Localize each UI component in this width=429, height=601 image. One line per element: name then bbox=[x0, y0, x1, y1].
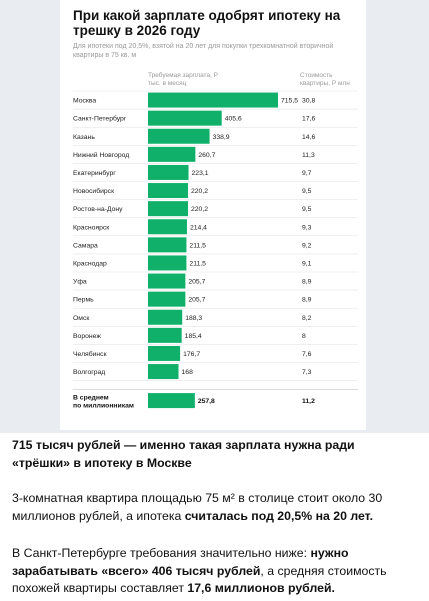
article-paragraph-1: 3-комнатная квартира площадью 75 м² в ст… bbox=[12, 490, 422, 525]
category-label: Волгоград bbox=[73, 369, 105, 376]
bar bbox=[148, 309, 183, 325]
bar bbox=[148, 201, 189, 217]
bar-value-label: 205,7 bbox=[188, 279, 205, 286]
price-label: 7,6 bbox=[302, 351, 312, 358]
bar bbox=[148, 110, 222, 126]
p2-line-2: зарабатывать «всего» 406 тысяч рублей, а… bbox=[12, 563, 422, 581]
price-column-header: Стоимость квартиры, Р млн bbox=[300, 72, 350, 87]
bar bbox=[148, 273, 186, 289]
average-label: по миллионникам bbox=[73, 403, 134, 410]
price-label: 8 bbox=[302, 333, 306, 340]
average-label: В среднем bbox=[73, 395, 109, 402]
bar-value-label: 260,7 bbox=[198, 152, 215, 159]
p1-line-2-text: миллионов рублей, а ипотека bbox=[12, 508, 185, 523]
p2-line-3-bold: 17,6 миллионов рублей. bbox=[187, 581, 335, 595]
p2-line-1-bold: нужно bbox=[310, 546, 349, 560]
article-paragraph-2: В Санкт-Петербурге требования значительн… bbox=[12, 545, 422, 598]
bar-value-label: 220,2 bbox=[191, 188, 208, 195]
category-label: Уфа bbox=[73, 279, 87, 286]
price-label: 9,3 bbox=[302, 224, 312, 231]
bar-value-label: 214,4 bbox=[190, 224, 207, 231]
article-headline: 715 тысяч рублей — именно такая зарплата… bbox=[12, 437, 422, 472]
price-label: 14,6 bbox=[302, 134, 315, 141]
p1-line-2: миллионов рублей, а ипотека считалась по… bbox=[12, 508, 422, 526]
bar bbox=[148, 164, 189, 180]
bar-value-label: 715,5 bbox=[281, 98, 298, 105]
price-label: 8,9 bbox=[302, 279, 312, 286]
bar-value-label: 220,2 bbox=[191, 206, 208, 213]
price-label: 8,9 bbox=[302, 297, 312, 304]
category-label: Краснодар bbox=[73, 260, 107, 267]
p2-line-3: похожей квартиры составляет 17,6 миллион… bbox=[12, 580, 422, 598]
bar-value-label: 405,6 bbox=[225, 116, 242, 123]
category-label: Омск bbox=[73, 315, 89, 322]
bar-value-label: 168 bbox=[182, 369, 194, 376]
price-label: 8,2 bbox=[302, 315, 312, 322]
bar-value-label: 185,4 bbox=[185, 333, 202, 340]
category-label: Казань bbox=[73, 134, 95, 141]
bar bbox=[148, 327, 182, 343]
bar bbox=[148, 128, 210, 144]
category-label: Екатеринбург bbox=[73, 169, 116, 177]
bar bbox=[148, 146, 196, 162]
category-label: Красноярск bbox=[73, 224, 109, 231]
bar bbox=[148, 291, 186, 307]
p1-line-1: 3-комнатная квартира площадью 75 м² в ст… bbox=[12, 491, 383, 505]
category-label: Воронеж bbox=[73, 333, 101, 340]
headline-line-1: 715 тысяч рублей — именно такая зарплата… bbox=[12, 438, 355, 452]
headline-line-2: «трёшки» в ипотеку в Москве bbox=[12, 455, 192, 470]
bar-value-label: 338,9 bbox=[213, 134, 230, 141]
bar bbox=[148, 92, 278, 108]
category-label: Пермь bbox=[73, 297, 94, 304]
chart-subtitle: Для ипотеки под 20,5%, взятой на 20 лет … bbox=[73, 43, 334, 59]
price-label: 30,8 bbox=[302, 98, 315, 105]
p2-line-2-text: , а средняя стоимость bbox=[260, 563, 387, 578]
price-label: 7,3 bbox=[302, 369, 312, 376]
bar bbox=[148, 183, 189, 199]
bar-value-label: 176,7 bbox=[183, 351, 200, 358]
bar-value-label: 211,5 bbox=[189, 242, 206, 249]
p2-line-1-text: В Санкт-Петербурге требования значительн… bbox=[12, 546, 311, 560]
price-label: 17,6 bbox=[302, 116, 315, 123]
bar bbox=[148, 345, 181, 361]
bar-value-label: 223,1 bbox=[192, 170, 209, 177]
p2-line-2-bold: зарабатывать «всего» 406 тысяч рублей bbox=[12, 563, 261, 578]
category-label: Нижний Новгород bbox=[73, 151, 129, 159]
bar-value-label: 188,3 bbox=[185, 315, 202, 322]
price-label: 9,5 bbox=[302, 206, 312, 213]
bar-value-label: 205,7 bbox=[188, 297, 205, 304]
price-label: 9,5 bbox=[302, 188, 312, 195]
price-label: 9,7 bbox=[302, 170, 312, 177]
infographic-card: При какой зарплате одобрят ипотеку на тр… bbox=[60, 0, 366, 430]
price-label: 11,3 bbox=[302, 152, 315, 159]
price-label: 9,2 bbox=[302, 242, 312, 249]
category-label: Москва bbox=[73, 98, 96, 105]
salary-column-header: Требуемая зарплата, Р тыс. в месяц bbox=[148, 72, 219, 87]
category-label: Новосибирск bbox=[73, 187, 114, 195]
bar bbox=[148, 237, 187, 253]
bar-value-label: 211,5 bbox=[189, 260, 206, 267]
category-label: Санкт-Петербург bbox=[73, 115, 127, 123]
bar bbox=[148, 219, 187, 235]
category-label: Челябинск bbox=[73, 350, 107, 358]
average-bar bbox=[148, 393, 195, 409]
chart-title: При какой зарплате одобрят ипотеку на тр… bbox=[73, 8, 341, 38]
price-label: 9,1 bbox=[302, 260, 312, 267]
category-label: Ростов-на-Дону bbox=[73, 206, 123, 213]
bar bbox=[148, 255, 187, 271]
category-label: Самара bbox=[73, 242, 98, 249]
p2-line-1: В Санкт-Петербурге требования значительн… bbox=[12, 545, 422, 563]
p1-line-2-bold: считалась под 20,5% на 20 лет. bbox=[184, 508, 374, 523]
bar bbox=[148, 364, 179, 380]
p2-line-3-text: похожей квартиры составляет bbox=[12, 581, 188, 595]
average-value-label: 257,8 bbox=[198, 398, 215, 405]
bar-chart: Москва 715,5 30,8 Санкт-Петербург 405,6 17,6 К… bbox=[73, 90, 358, 410]
average-price-label: 11,2 bbox=[302, 398, 315, 405]
